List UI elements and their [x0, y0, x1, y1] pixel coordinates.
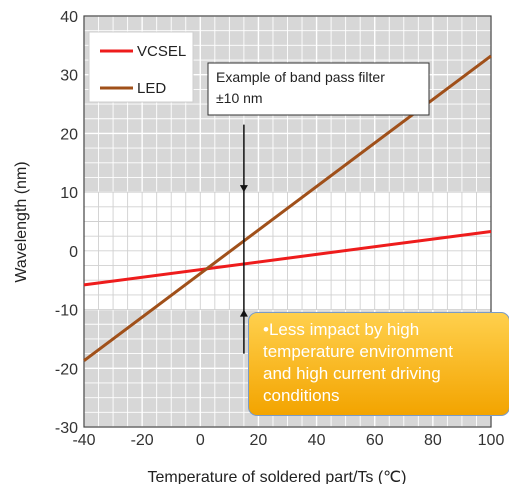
x-axis-title: Temperature of soldered part/Ts (℃) — [148, 469, 407, 484]
y-axis-title: Wavelength (nm) — [13, 161, 30, 282]
legend-label-vcsel: VCSEL — [137, 43, 186, 60]
x-tick-label: 0 — [196, 432, 205, 449]
filter-annotation-range: ±10 nm — [216, 90, 263, 106]
legend-box — [88, 31, 194, 103]
x-tick-label: 20 — [250, 432, 268, 449]
x-tick-label: 100 — [478, 432, 505, 449]
filter-annotation-title: Example of band pass filter — [216, 69, 385, 85]
callout-line-2: temperature environment — [263, 342, 453, 361]
y-tick-label: -10 — [55, 303, 78, 320]
legend-label-led: LED — [137, 80, 166, 97]
band-pass-filter-annotation: Example of band pass filter ±10 nm — [207, 62, 430, 116]
callout-box: •Less impact by high temperature environ… — [248, 312, 509, 416]
band-pass-filter-arrows — [239, 124, 248, 354]
x-axis-ticks: -40 -20 0 20 40 60 80 100 — [72, 432, 504, 449]
y-axis-ticks: -30 -20 -10 0 10 20 30 40 — [55, 9, 78, 437]
y-tick-label: -30 — [55, 420, 78, 437]
y-tick-label: 20 — [60, 126, 78, 143]
filter-arrowhead-bottom — [239, 309, 248, 317]
x-tick-label: -40 — [72, 432, 95, 449]
x-tick-label: 60 — [366, 432, 384, 449]
y-tick-label: 10 — [60, 185, 78, 202]
series-line-vcsel — [83, 229, 492, 287]
x-tick-label: -20 — [131, 432, 154, 449]
y-tick-label: 0 — [69, 244, 78, 261]
x-tick-label: 40 — [308, 432, 326, 449]
callout-line-3: and high current driving — [263, 364, 441, 383]
filter-annotation-box — [207, 62, 430, 116]
plot-frame — [83, 15, 492, 428]
x-tick-label: 80 — [424, 432, 442, 449]
y-tick-label: 40 — [60, 9, 78, 26]
callout-line-1: •Less impact by high — [263, 320, 420, 339]
y-tick-label: -20 — [55, 361, 78, 378]
legend: VCSEL LED — [88, 31, 194, 103]
callout-line-4: conditions — [263, 386, 340, 405]
y-tick-label: 30 — [60, 68, 78, 85]
filter-arrowhead-top — [239, 185, 248, 193]
